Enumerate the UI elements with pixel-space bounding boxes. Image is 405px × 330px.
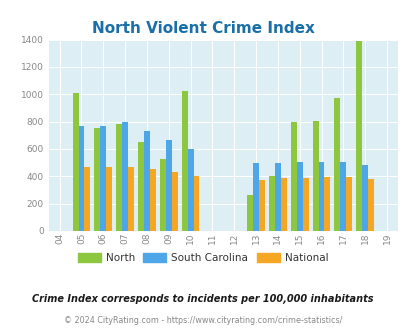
Bar bbox=[361, 165, 367, 231]
Bar bbox=[345, 177, 351, 231]
Bar bbox=[280, 178, 286, 231]
Bar bbox=[128, 167, 134, 231]
Bar bbox=[302, 178, 308, 231]
Bar bbox=[187, 149, 193, 231]
Text: North Violent Crime Index: North Violent Crime Index bbox=[92, 20, 313, 36]
Bar bbox=[356, 41, 361, 231]
Legend: North, South Carolina, National: North, South Carolina, National bbox=[73, 248, 332, 267]
Bar bbox=[247, 195, 252, 231]
Bar bbox=[296, 162, 302, 231]
Bar bbox=[312, 120, 318, 231]
Bar bbox=[290, 122, 296, 231]
Bar bbox=[149, 170, 156, 231]
Text: © 2024 CityRating.com - https://www.cityrating.com/crime-statistics/: © 2024 CityRating.com - https://www.city… bbox=[64, 316, 341, 325]
Bar bbox=[324, 177, 330, 231]
Bar bbox=[165, 140, 171, 231]
Bar bbox=[269, 176, 274, 231]
Bar bbox=[106, 167, 112, 231]
Bar bbox=[318, 162, 324, 231]
Bar bbox=[181, 91, 187, 231]
Bar bbox=[258, 181, 264, 231]
Bar bbox=[78, 126, 84, 231]
Bar bbox=[72, 93, 78, 231]
Bar bbox=[193, 176, 199, 231]
Text: Crime Index corresponds to incidents per 100,000 inhabitants: Crime Index corresponds to incidents per… bbox=[32, 294, 373, 304]
Bar bbox=[252, 163, 258, 231]
Bar bbox=[171, 172, 177, 231]
Bar bbox=[339, 162, 345, 231]
Bar bbox=[274, 163, 280, 231]
Bar bbox=[138, 142, 144, 231]
Bar bbox=[367, 179, 373, 231]
Bar bbox=[84, 167, 90, 231]
Bar bbox=[100, 126, 106, 231]
Bar bbox=[94, 128, 100, 231]
Bar bbox=[160, 159, 165, 231]
Bar bbox=[144, 130, 149, 231]
Bar bbox=[122, 122, 128, 231]
Bar bbox=[116, 124, 122, 231]
Bar bbox=[334, 98, 339, 231]
